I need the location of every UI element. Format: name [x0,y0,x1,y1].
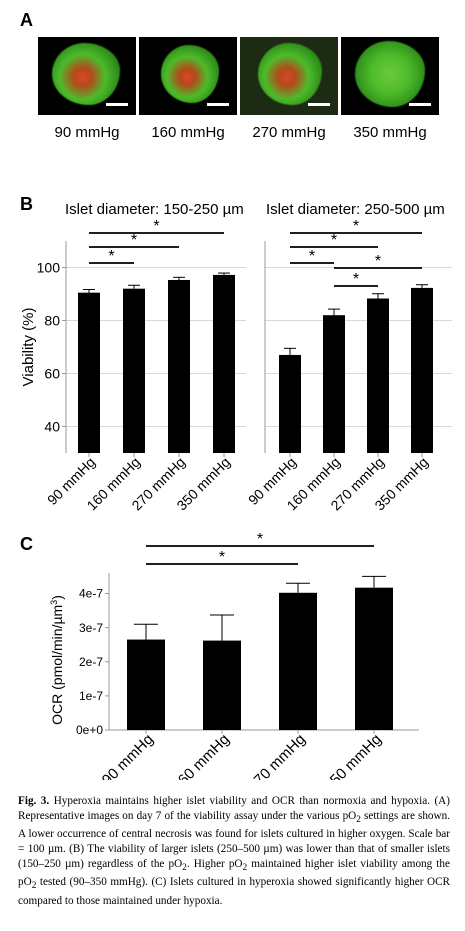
caption-text: maintained higher islet viability among … [18,857,450,889]
caption-subscript: 2 [182,862,187,873]
islet-image [355,41,425,107]
significance-star: * [353,271,359,288]
x-tick-label: 350 mmHg [321,731,385,780]
y-tick-label: 0e+0 [76,723,103,737]
y-tick-label: 3e-7 [79,621,103,635]
micrograph-160 [139,37,237,115]
micrograph-270 [240,37,338,115]
viability-chart: Islet diameter: 150-250 µm Islet diamete… [20,201,452,514]
y-tick-label: 4e-7 [79,587,103,601]
bar [123,288,145,453]
caption-text: tested (90–350 mmHg). (C) Islets culture… [18,876,450,908]
bar [127,639,165,730]
subtitle-small-islets: Islet diameter: 150-250 µm [65,201,244,218]
bar [168,279,190,453]
micrograph-350 [341,37,439,115]
ocr-chart: OCR (pmol/min/µm3) 0e+0 1e-7 2e-7 3e-7 4e-7 9… [49,531,419,780]
y-tick-label: 2e-7 [79,655,103,669]
caption-text: settings are shown. A lower occurrence o… [18,809,450,870]
caption-subscript: 2 [356,814,361,825]
islet-image [258,43,322,105]
caption-subscript: 2 [31,881,37,892]
y-tick-label: 100 [37,259,61,275]
significance-star: * [331,232,337,249]
significance-star: * [353,218,359,235]
islet-image [52,43,120,105]
scale-bar [308,103,330,106]
scale-bar [409,103,431,106]
significance-star: * [309,248,315,265]
panel-a-label: A [20,10,33,30]
y-tick-label: 60 [44,365,60,381]
bar [323,315,345,453]
micrograph-label: 270 mmHg [252,124,326,141]
y-axis-label: Viability (%) [20,308,37,387]
caption-text: Hyperoxia maintains higher islet viabili… [18,795,450,822]
significance-star: * [153,218,159,235]
panel-c-label: C [20,534,33,554]
islet-image [161,45,219,103]
bar [279,592,317,730]
caption-label: Fig. 3. [18,795,50,807]
bar [78,292,100,453]
y-axis-label: OCR (pmol/min/µm3) [49,595,65,725]
bar [203,640,241,730]
bar [279,354,301,453]
subtitle-large-islets: Islet diameter: 250-500 µm [266,201,445,218]
y-tick-label: 1e-7 [79,689,103,703]
significance-star: * [108,248,114,265]
panel-b-label: B [20,194,33,214]
caption-subscript: 2 [242,862,248,873]
y-tick-label: 40 [44,418,60,434]
x-tick-label: 90 mmHg [99,731,157,780]
bar [213,274,235,453]
micrograph-label: 350 mmHg [353,124,427,141]
figure-caption: Fig. 3. Hyperoxia maintains higher islet… [18,794,450,909]
caption-text: . Higher pO [186,857,243,870]
significance-star: * [375,253,381,270]
bar [411,287,433,453]
significance-star: * [219,549,225,566]
micrograph-label: 90 mmHg [54,124,120,141]
y-tick-label: 80 [44,312,60,328]
significance-star: * [131,232,137,249]
bar [367,298,389,453]
significance-star: * [257,531,263,548]
micrograph-label: 160 mmHg [151,124,225,141]
x-tick-label: 160 mmHg [169,731,233,780]
bar [355,587,393,730]
scale-bar [106,103,128,106]
micrograph-90 [38,37,136,115]
scale-bar [207,103,229,106]
x-tick-label: 270 mmHg [245,731,309,780]
